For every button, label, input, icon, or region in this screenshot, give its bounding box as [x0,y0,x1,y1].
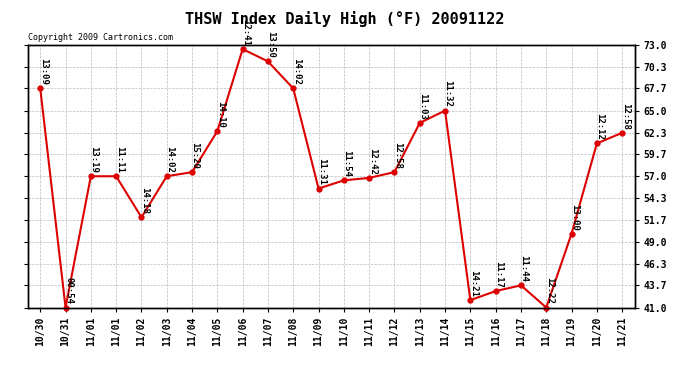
Text: Copyright 2009 Cartronics.com: Copyright 2009 Cartronics.com [28,33,172,42]
Text: 14:02: 14:02 [166,146,175,173]
Text: 12:41: 12:41 [241,19,250,46]
Text: 11:03: 11:03 [418,93,427,120]
Text: 13:50: 13:50 [266,31,275,58]
Text: 15:20: 15:20 [190,142,199,169]
Text: 00:54: 00:54 [64,278,73,304]
Text: 14:02: 14:02 [292,58,301,85]
Text: 14:10: 14:10 [216,101,225,128]
Text: 11:17: 11:17 [494,261,503,288]
Text: 11:44: 11:44 [520,255,529,282]
Text: THSW Index Daily High (°F) 20091122: THSW Index Daily High (°F) 20091122 [186,11,504,27]
Text: 11:32: 11:32 [444,81,453,107]
Text: 13:19: 13:19 [90,146,99,173]
Text: 13:09: 13:09 [39,58,48,85]
Text: 11:54: 11:54 [342,150,351,177]
Text: 14:18: 14:18 [140,187,149,214]
Text: 12:42: 12:42 [368,148,377,175]
Text: 13:00: 13:00 [570,204,579,230]
Text: 12:12: 12:12 [595,113,604,140]
Text: 11:31: 11:31 [317,158,326,185]
Text: 14:21: 14:21 [469,270,478,297]
Text: 12:58: 12:58 [393,142,402,169]
Text: 12:58: 12:58 [621,103,630,129]
Text: 11:11: 11:11 [115,146,124,173]
Text: 12:22: 12:22 [545,278,554,304]
